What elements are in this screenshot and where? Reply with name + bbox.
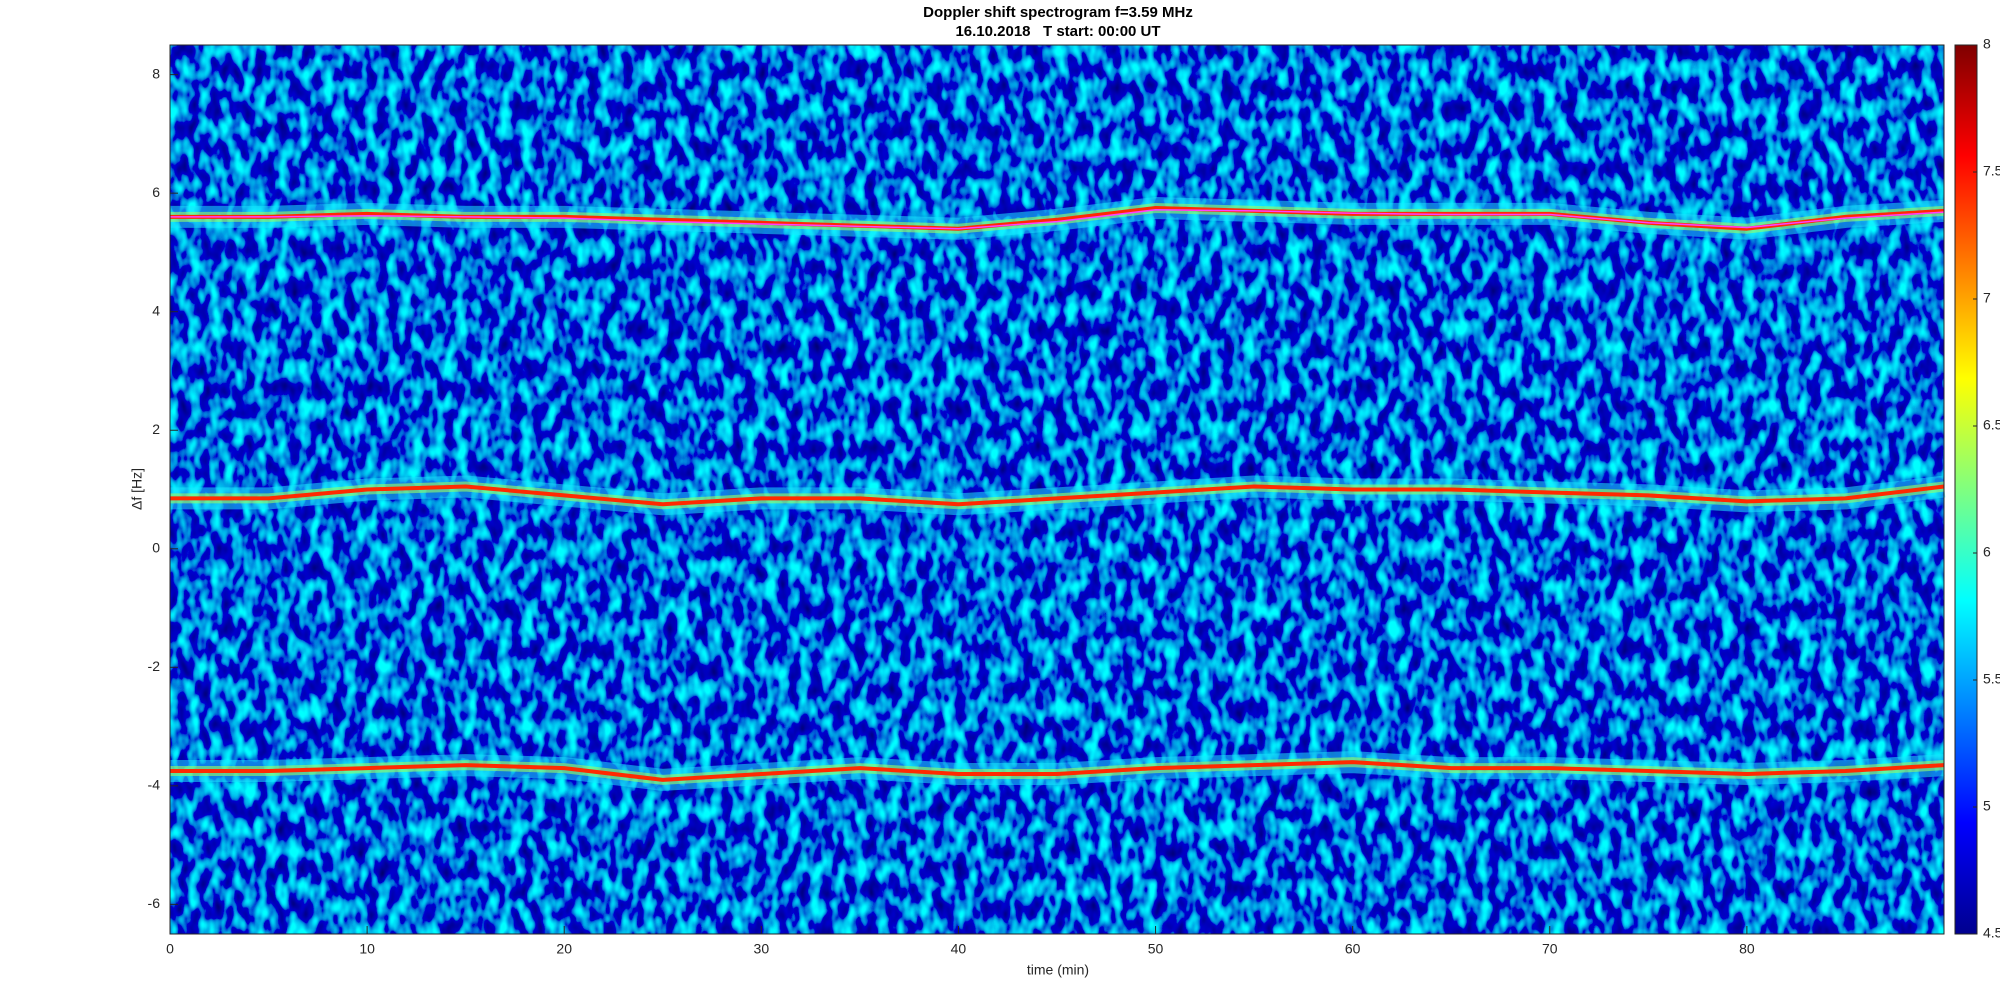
x-tick-label: 60	[1345, 941, 1361, 957]
x-tick-label: 0	[166, 941, 174, 957]
x-tick-label: 10	[359, 941, 375, 957]
plot-frame	[169, 44, 1945, 935]
colorbar-tick-label: 5	[1983, 798, 1991, 814]
y-tick-label: 2	[152, 421, 160, 437]
colorbar-tick-label: 7	[1983, 290, 1991, 306]
y-tick-label: 4	[152, 302, 160, 318]
y-tick-label: 8	[152, 65, 160, 81]
x-tick-label: 70	[1542, 941, 1558, 957]
colorbar-tick-label: 6	[1983, 544, 1991, 560]
chart-title: Doppler shift spectrogram f=3.59 MHz	[923, 4, 1193, 21]
x-tick-label: 80	[1739, 941, 1755, 957]
trace-core	[170, 484, 1945, 507]
x-axis-label: time (min)	[1027, 962, 1089, 978]
y-tick-label: -6	[148, 895, 161, 911]
y-axis-label: Δf [Hz]	[129, 468, 145, 510]
colorbar-tick-label: 8	[1983, 36, 1991, 52]
x-tick-label: 20	[556, 941, 572, 957]
chart-subtitle: 16.10.2018 T start: 00:00 UT	[955, 23, 1160, 40]
x-tick-label: 40	[951, 941, 967, 957]
x-tick-label: 50	[1148, 941, 1164, 957]
x-tick-label: 30	[754, 941, 770, 957]
trace-core	[170, 760, 1945, 782]
colorbar-tick-label: 4.5	[1983, 925, 2000, 941]
colorbar-tick-label: 6.5	[1983, 417, 2000, 433]
y-tick-label: 6	[152, 184, 160, 200]
fit-line	[170, 209, 1945, 230]
colorbar-tick-label: 7.5	[1983, 163, 2000, 179]
y-tick-label: -4	[148, 777, 161, 793]
y-tick-label: 0	[152, 539, 160, 555]
colorbar-tick-label: 5.5	[1983, 671, 2000, 687]
y-tick-label: -2	[148, 658, 161, 674]
colorbar	[1954, 44, 1978, 935]
